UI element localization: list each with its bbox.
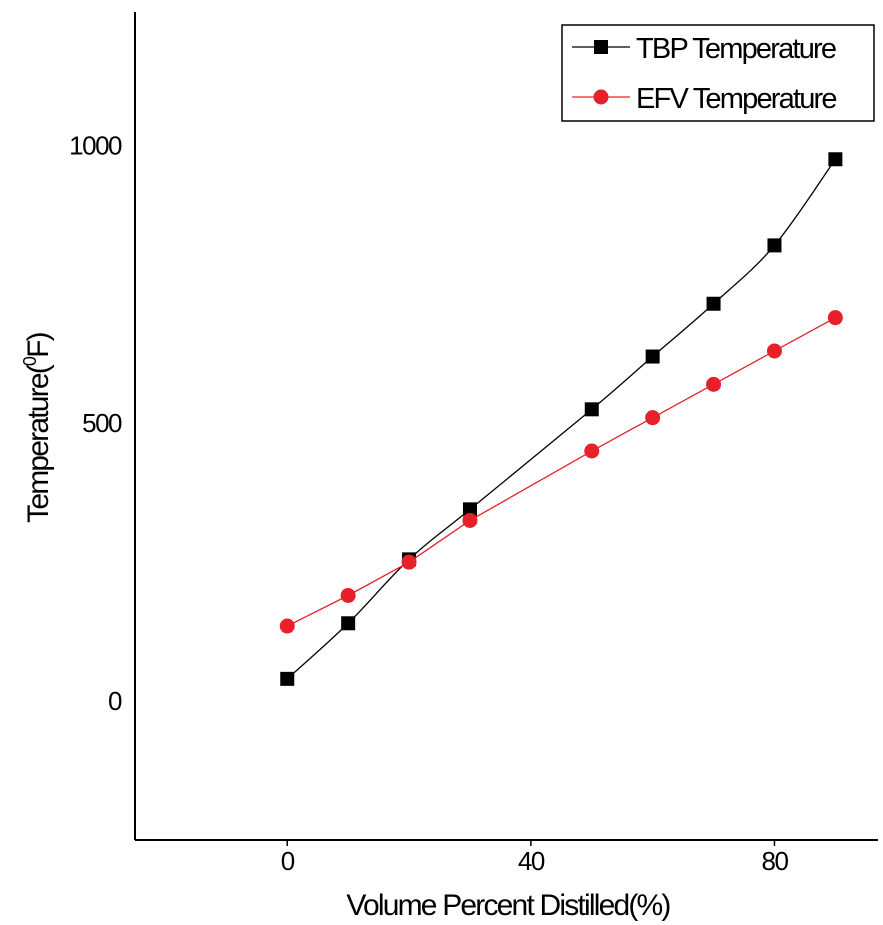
data-point	[462, 502, 477, 517]
series-line	[286, 158, 836, 680]
series-efv	[279, 310, 843, 634]
data-point	[584, 402, 599, 417]
axes	[134, 12, 878, 841]
data-point	[645, 410, 661, 426]
y-axis-title-unit: F)	[22, 332, 55, 358]
legend-label-tbp: TBP Temperature	[636, 33, 836, 65]
y-tick-label: 1000	[69, 130, 122, 160]
data-point	[767, 238, 782, 253]
legend-entry-efv: EFV Temperature	[572, 83, 838, 115]
series-layer	[279, 152, 843, 686]
data-point	[341, 616, 356, 631]
legend-marker-efv	[593, 89, 609, 105]
y-tick-label: 0	[108, 686, 122, 716]
legend-marker-tbp	[594, 40, 608, 54]
x-tick-label: 40	[518, 846, 545, 876]
series-tbp	[280, 152, 843, 686]
data-point	[827, 310, 843, 326]
legend-entry-tbp: TBP Temperature	[572, 33, 838, 65]
legend: TBP Temperature EFV Temperature	[561, 24, 875, 122]
legend-box	[561, 24, 875, 122]
data-point	[645, 349, 660, 364]
y-tick-label: 500	[82, 408, 122, 438]
data-point	[828, 152, 843, 167]
data-point	[401, 554, 417, 570]
data-point	[279, 618, 295, 634]
x-tick-label: 80	[762, 846, 789, 876]
y-axis-title-superscript: 0	[20, 356, 40, 366]
y-axis-title-main: Temperature(	[22, 364, 55, 523]
data-point	[462, 512, 478, 528]
tick-marks: 0 40 80 0 500 1000	[69, 130, 790, 876]
data-point	[280, 671, 295, 686]
data-point	[766, 343, 782, 359]
x-tick-label: 0	[281, 846, 295, 876]
data-point	[340, 587, 356, 603]
data-point	[706, 376, 722, 392]
legend-label-efv: EFV Temperature	[636, 83, 836, 115]
y-axis-title: Temperature(0F)	[20, 332, 55, 523]
data-point	[584, 443, 600, 459]
data-point	[706, 296, 721, 311]
series-line	[286, 317, 836, 627]
x-axis-title: Volume Percent Distilled(%)	[346, 889, 670, 922]
